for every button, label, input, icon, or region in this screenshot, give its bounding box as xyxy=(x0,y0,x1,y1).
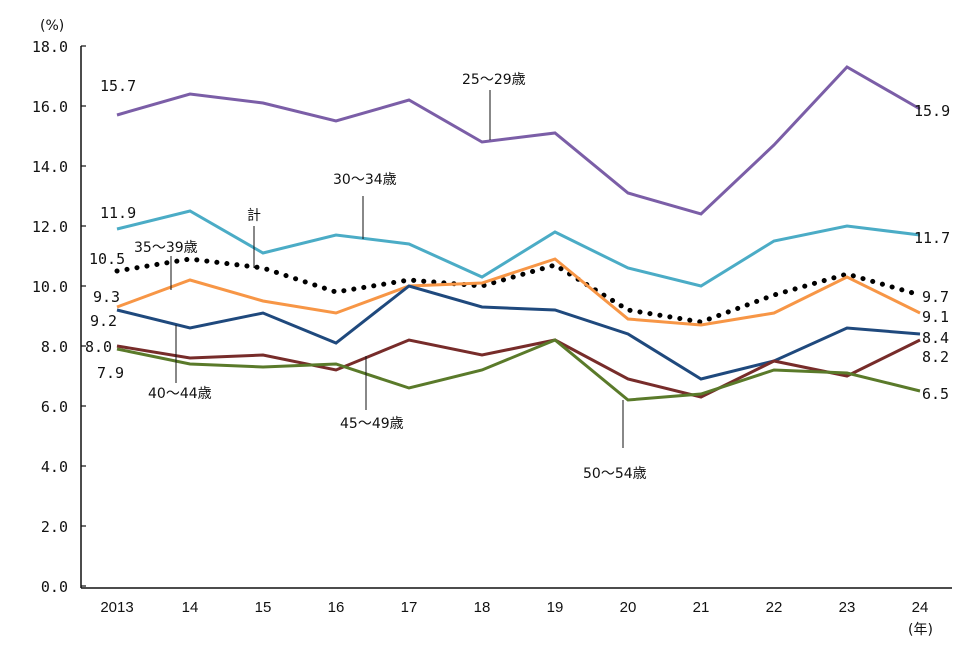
series-line-1 xyxy=(116,209,921,288)
x-tick-label: 23 xyxy=(839,599,856,616)
y-tick-label: 18.0 xyxy=(32,38,68,56)
annotation-35-39: 35〜39歳 xyxy=(134,240,198,256)
annotation-total: 計 xyxy=(247,208,261,224)
y-tick-label: 10.0 xyxy=(32,278,68,296)
series-line-2 xyxy=(114,256,923,325)
y-tick-label: 2.0 xyxy=(41,518,68,536)
annotation-40-44: 40〜44歳 xyxy=(148,386,212,402)
x-tick-label: 15 xyxy=(255,599,272,616)
y-tick-label: 0.0 xyxy=(41,578,68,596)
end-label-40-44: 8.4 xyxy=(922,329,949,347)
end-label-25-29: 15.9 xyxy=(914,102,950,120)
axes xyxy=(80,46,952,589)
x-tick-label: 22 xyxy=(766,599,783,616)
x-tick-label: 24 xyxy=(912,599,929,616)
y-tick-label: 8.0 xyxy=(41,338,68,356)
start-label-30-34: 11.9 xyxy=(100,204,136,222)
start-label-40-44: 9.2 xyxy=(90,312,117,330)
x-tick-label: 21 xyxy=(693,599,710,616)
y-tick-label: 14.0 xyxy=(32,158,68,176)
annotation-30-34: 30〜34歳 xyxy=(333,172,397,188)
x-tick-label: 20 xyxy=(620,599,637,616)
start-label-total: 10.5 xyxy=(89,250,125,268)
end-label-45-49: 8.2 xyxy=(922,348,949,366)
series-line-6 xyxy=(116,338,921,402)
y-tick-label: 4.0 xyxy=(41,458,68,476)
end-label-35-39: 9.1 xyxy=(922,308,949,326)
y-tick-label: 12.0 xyxy=(32,218,68,236)
end-label-30-34: 11.7 xyxy=(914,229,950,247)
x-tick-label: 16 xyxy=(328,599,345,616)
x-axis-unit: (年) xyxy=(908,622,933,638)
y-tick-label: 16.0 xyxy=(32,98,68,116)
y-tick-label: 6.0 xyxy=(41,398,68,416)
data-labels: 15.7 11.9 10.5 9.3 9.2 8.0 7.9 15.9 11.7… xyxy=(85,77,950,403)
x-tick-label: 18 xyxy=(474,599,491,616)
x-tick-label: 19 xyxy=(547,599,564,616)
x-tick-label: 14 xyxy=(182,599,199,616)
start-label-25-29: 15.7 xyxy=(100,77,136,95)
y-axis-unit: (%) xyxy=(40,18,64,34)
series-line-0 xyxy=(116,65,921,216)
series-line-3 xyxy=(116,257,921,327)
x-tick-label: 2013 xyxy=(100,599,133,616)
annotations: 25〜29歳 30〜34歳 計 35〜39歳 40〜44歳 45〜49歳 50〜… xyxy=(134,72,647,482)
start-label-35-39: 9.3 xyxy=(93,288,120,306)
end-label-total: 9.7 xyxy=(922,288,949,306)
series-line-4 xyxy=(116,284,921,381)
annotation-25-29: 25〜29歳 xyxy=(462,72,526,88)
series-line-5 xyxy=(116,338,921,399)
start-label-45-49: 8.0 xyxy=(85,338,112,356)
end-label-50-54: 6.5 xyxy=(922,385,949,403)
annotation-45-49: 45〜49歳 xyxy=(340,416,404,432)
annotation-50-54: 50〜54歳 xyxy=(583,466,647,482)
x-tick-label: 17 xyxy=(401,599,418,616)
start-label-50-54: 7.9 xyxy=(97,364,124,382)
